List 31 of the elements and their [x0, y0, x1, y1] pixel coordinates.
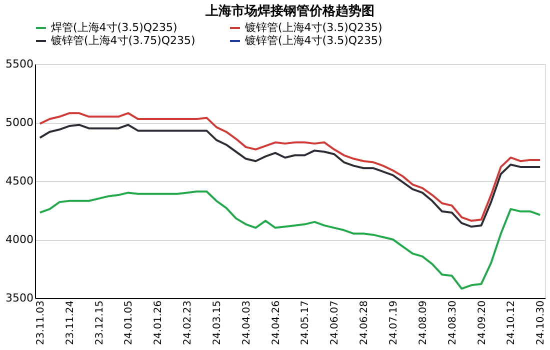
- x-tick-label: 24.05.17: [300, 300, 312, 346]
- legend-label: 焊管(上海4寸(3.5)Q235): [51, 21, 178, 34]
- line-series: [38, 190, 542, 290]
- legend-label: 镀锌管(上海4寸(3.5)Q235): [244, 34, 382, 47]
- y-tick-label: 5500: [6, 58, 34, 70]
- y-tick-label: 5000: [6, 116, 34, 129]
- line-series: [38, 124, 542, 228]
- x-tick-label: 24.04.26: [270, 300, 282, 346]
- x-tick-label: 24.01.05: [124, 300, 135, 346]
- y-tick-label: 4500: [6, 174, 34, 188]
- x-tick-label: 24.04.03: [241, 300, 252, 346]
- x-tick-label: 24.10.30: [536, 300, 547, 346]
- x-tick-label: 23.11.24: [64, 300, 76, 346]
- x-tick-label: 24.02.23: [182, 300, 194, 346]
- x-tick-label: 23.12.15: [94, 300, 106, 346]
- x-tick-label: 24.08.30: [447, 300, 458, 346]
- y-tick-label: 3500: [6, 292, 34, 304]
- x-tick-label: 24.09.20: [476, 300, 488, 346]
- x-tick-label: 23.11.03: [35, 300, 46, 346]
- chart-title: 上海市场焊接钢管价格趋势图: [204, 3, 374, 19]
- x-tick-label: 24.06.07: [330, 300, 341, 346]
- y-tick-label: 4000: [6, 233, 34, 246]
- legend-label: 镀锌管(上海4寸(3.5)Q235): [244, 21, 382, 34]
- x-tick-label: 24.10.12: [506, 300, 518, 346]
- line-series: [38, 112, 542, 222]
- x-tick-label: 24.03.15: [212, 300, 223, 346]
- legend-label: 镀锌管(上海4寸(3.75)Q235): [50, 34, 196, 47]
- x-tick-label: 24.08.09: [418, 300, 429, 346]
- x-tick-label: 24.01.26: [153, 300, 164, 346]
- x-tick-label: 24.06.28: [359, 300, 370, 346]
- x-tick-label: 24.07.19: [388, 300, 400, 346]
